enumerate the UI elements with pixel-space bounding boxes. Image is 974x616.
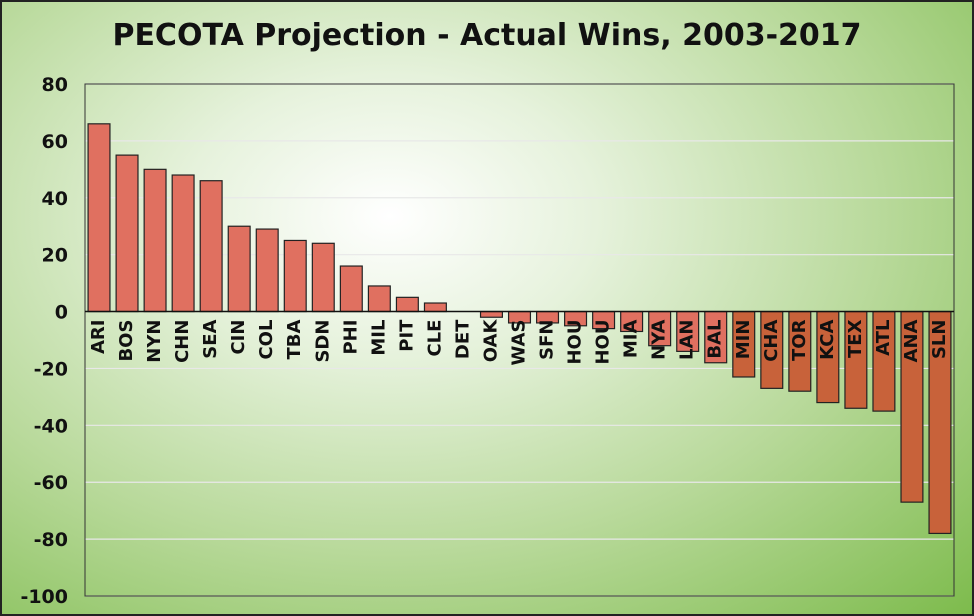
x-tick-label: OAK — [480, 319, 501, 363]
bar-chn — [171, 174, 195, 313]
x-tick-label: BAL — [705, 320, 726, 359]
x-tick-label: HOU — [565, 320, 586, 365]
y-tick-label: -20 — [34, 358, 68, 380]
bar-tba — [283, 239, 307, 313]
x-tick-label: DET — [452, 319, 473, 359]
bar-cin — [227, 225, 251, 313]
x-tick-label: PHI — [340, 320, 361, 355]
x-tick-label: COL — [256, 320, 277, 360]
y-tick-label: 0 — [55, 302, 68, 324]
bar-phi — [339, 265, 363, 313]
y-tick-label: -60 — [34, 472, 68, 494]
x-tick-label: BOS — [116, 320, 137, 362]
bar-oak — [479, 310, 504, 318]
x-tick-label: MIL — [368, 320, 389, 356]
x-tick-label: SDN — [312, 320, 333, 363]
chart-title: PECOTA Projection - Actual Wins, 2003-20… — [112, 18, 862, 53]
x-tick-label: CHN — [172, 320, 193, 363]
y-tick-label: 80 — [42, 74, 68, 96]
bar-cle — [423, 302, 447, 313]
x-tick-label: MIN — [733, 320, 754, 360]
x-tick-label: ANA — [901, 319, 922, 362]
bar-sea — [199, 180, 223, 313]
x-tick-label: ATL — [873, 320, 894, 356]
y-tick-label: -100 — [20, 586, 68, 608]
x-tick-label: WAS — [509, 320, 530, 366]
x-tick-label: PIT — [396, 319, 417, 352]
y-tick-label: 60 — [42, 131, 68, 153]
x-tick-label: KCA — [817, 319, 838, 359]
y-tick-label: 20 — [42, 245, 68, 267]
bar-mil — [367, 285, 391, 313]
x-tick-label: LAN — [677, 320, 698, 360]
y-tick-label: -80 — [34, 529, 68, 551]
x-tick-label: CLE — [424, 320, 445, 357]
bar-sdn — [311, 242, 335, 313]
bar-pit — [395, 296, 419, 313]
x-tick-label: SFN — [537, 320, 558, 360]
x-tick-label: MIA — [621, 319, 642, 358]
x-tick-label: TBA — [284, 319, 305, 359]
bar-nyn — [143, 168, 167, 313]
x-tick-label: ARI — [88, 320, 109, 355]
x-tick-label: CHA — [761, 319, 782, 361]
y-tick-label: -40 — [34, 415, 68, 437]
bar-ari — [87, 123, 111, 313]
x-tick-label: NYN — [144, 320, 165, 363]
x-tick-label: TOR — [789, 319, 810, 361]
bar-col — [255, 228, 279, 313]
plot-area-border — [84, 83, 955, 597]
x-tick-label: SLN — [929, 320, 950, 360]
x-tick-label: NYA — [649, 319, 670, 359]
x-tick-label: TEX — [845, 319, 866, 358]
x-tick-label: HOU — [593, 320, 614, 365]
x-tick-label: SEA — [200, 319, 221, 358]
y-tick-label: 40 — [42, 188, 68, 210]
x-tick-label: CIN — [228, 320, 249, 355]
bar-bos — [115, 154, 139, 313]
